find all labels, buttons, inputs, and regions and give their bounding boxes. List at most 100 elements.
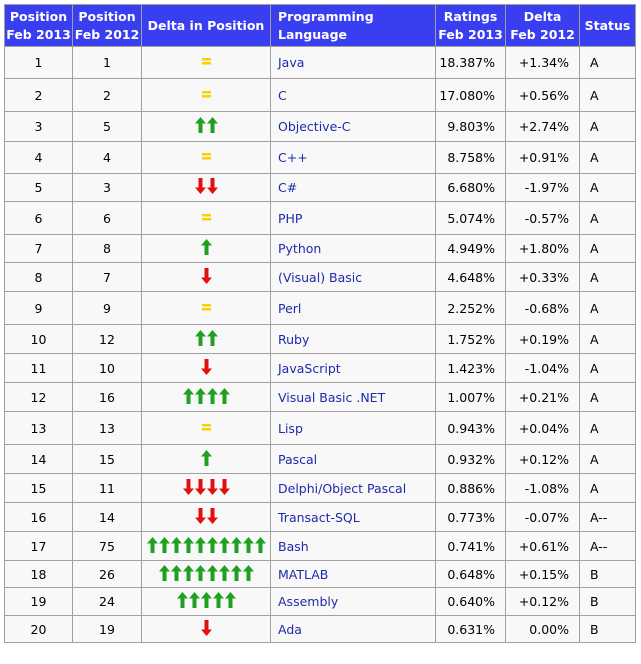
delta-rating-cell: -0.68% [505, 291, 580, 325]
status-cell: A [579, 111, 636, 142]
delta-position-cell [141, 46, 271, 79]
language-cell: Visual Basic .NET [270, 382, 436, 412]
delta-position-cell [141, 78, 271, 112]
delta-icons [194, 178, 218, 194]
delta-icons [201, 148, 212, 164]
position-2013-cell: 19 [4, 587, 73, 616]
language-link[interactable]: Transact-SQL [278, 509, 360, 525]
language-link[interactable]: Java [278, 55, 305, 70]
delta-icons [201, 209, 212, 225]
header-position-2012: Position Feb 2012 [72, 4, 142, 47]
arrow-up-icon [200, 239, 212, 255]
status-cell: A [579, 46, 636, 79]
status-cell: A [579, 173, 636, 202]
status-cell: A [579, 444, 636, 474]
language-cell: MATLAB [270, 560, 436, 588]
language-cell: Transact-SQL [270, 502, 436, 532]
table-row: 12 16 Visual Basic .NET 1.007% +0.21% A [4, 382, 636, 412]
language-link[interactable]: MATLAB [278, 566, 329, 582]
arrow-up-icon [158, 536, 170, 553]
arrow-down-icon [200, 267, 212, 284]
position-2013-cell: 3 [4, 111, 73, 142]
delta-rating-cell: +0.56% [505, 78, 580, 112]
rating-cell: 0.631% [435, 615, 506, 643]
arrow-up-icon [206, 387, 218, 404]
tiobe-index-table: Position Feb 2013 Position Feb 2012 Delta … [4, 4, 636, 643]
position-2012-cell: 7 [72, 262, 142, 292]
position-2013-cell: 17 [4, 531, 73, 561]
table-row: 16 14 Transact-SQL 0.773% -0.07% A-- [4, 502, 636, 532]
language-link[interactable]: (Visual) Basic [278, 269, 363, 285]
arrow-up-icon [224, 592, 236, 608]
arrow-up-icon [206, 117, 218, 133]
delta-position-cell [141, 587, 271, 616]
rating-cell: 0.648% [435, 560, 506, 588]
position-2013-cell: 10 [4, 324, 73, 354]
table-row: 10 12 Ruby 1.752% +0.19% A [4, 324, 636, 354]
delta-position-cell [141, 201, 271, 235]
language-cell: Lisp [270, 411, 436, 445]
delta-position-cell [141, 111, 271, 142]
language-link[interactable]: Objective-C [278, 119, 351, 134]
delta-icons [194, 507, 218, 524]
language-cell: Java [270, 46, 436, 79]
delta-rating-cell: +0.12% [505, 587, 580, 616]
position-2012-cell: 2 [72, 78, 142, 112]
language-link[interactable]: Perl [278, 300, 302, 316]
header-row: Position Feb 2013 Position Feb 2012 Delta … [4, 4, 636, 47]
delta-rating-cell: +1.34% [505, 46, 580, 79]
language-link[interactable]: Ada [278, 621, 302, 637]
arrow-up-icon [218, 564, 230, 581]
language-cell: Assembly [270, 587, 436, 616]
rating-cell: 6.680% [435, 173, 506, 202]
language-link[interactable]: Assembly [278, 594, 339, 609]
delta-position-cell [141, 291, 271, 325]
delta-icons [200, 358, 212, 375]
position-2013-cell: 12 [4, 382, 73, 412]
header-status: Status [579, 4, 636, 47]
arrow-up-icon [194, 536, 206, 553]
arrow-up-icon [158, 564, 170, 581]
equal-icon [201, 213, 211, 220]
position-2012-cell: 15 [72, 444, 142, 474]
table-row: 9 9 Perl 2.252% -0.68% A [4, 291, 636, 325]
language-link[interactable]: PHP [278, 210, 303, 226]
delta-icons [200, 619, 212, 636]
delta-position-cell [141, 560, 271, 588]
arrow-up-icon [200, 449, 212, 466]
language-link[interactable]: Visual Basic .NET [278, 389, 386, 405]
language-cell: C [270, 78, 436, 112]
arrow-up-icon [242, 564, 254, 581]
language-cell: Ruby [270, 324, 436, 354]
language-link[interactable]: Delphi/Object Pascal [278, 480, 407, 496]
delta-icons [201, 53, 212, 69]
language-link[interactable]: Lisp [278, 420, 303, 436]
arrow-up-icon [182, 536, 194, 553]
equal-icon [201, 423, 211, 430]
position-2012-cell: 1 [72, 46, 142, 79]
status-cell: A [579, 141, 636, 174]
position-2013-cell: 1 [4, 46, 73, 79]
delta-icons [201, 299, 212, 315]
language-cell: Objective-C [270, 111, 436, 142]
arrow-up-icon [182, 564, 194, 581]
arrow-up-icon [194, 387, 206, 404]
delta-icons [201, 419, 212, 435]
delta-rating-cell: -1.04% [505, 353, 580, 383]
delta-position-cell [141, 324, 271, 354]
language-link[interactable]: Pascal [278, 451, 318, 467]
rating-cell: 1.752% [435, 324, 506, 354]
language-link[interactable]: C# [278, 180, 298, 195]
language-link[interactable]: C++ [278, 150, 308, 165]
rating-cell: 5.074% [435, 201, 506, 235]
rating-cell: 4.648% [435, 262, 506, 292]
rating-cell: 17.080% [435, 78, 506, 112]
language-link[interactable]: Bash [278, 538, 309, 554]
table-row: 2 2 C 17.080% +0.56% A [4, 78, 636, 112]
status-cell: A [579, 291, 636, 325]
delta-position-cell [141, 473, 271, 503]
language-link[interactable]: Ruby [278, 331, 310, 347]
language-link[interactable]: Python [278, 241, 322, 256]
language-link[interactable]: JavaScript [278, 360, 341, 376]
language-link[interactable]: C [278, 87, 287, 103]
